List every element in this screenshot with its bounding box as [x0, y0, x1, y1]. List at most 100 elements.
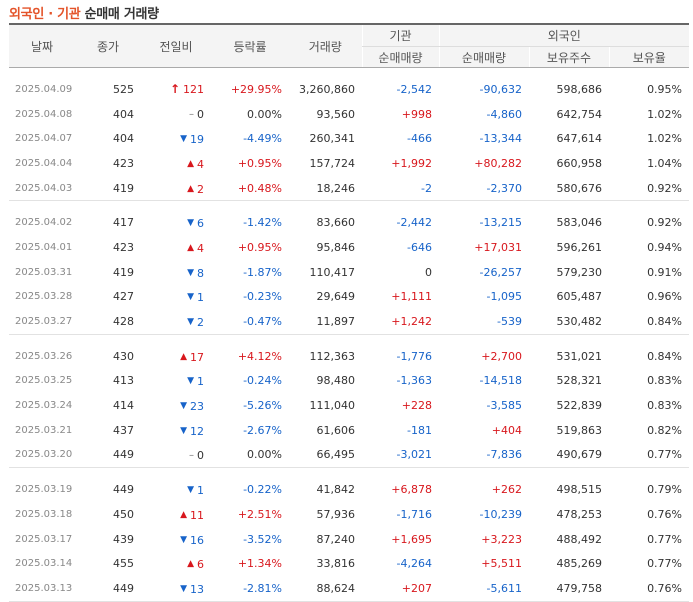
cell-volume: 66,495 — [289, 442, 362, 469]
cell-inst-net: -4,264 — [396, 557, 432, 571]
cell-date: 2025.03.26 — [15, 350, 73, 362]
cell-ratio: 0.76% — [609, 576, 690, 602]
cell-rate: -2.81% — [211, 576, 289, 602]
cell-foreign-net: -539 — [439, 309, 529, 335]
cell-holdings: 490,679 — [529, 442, 609, 469]
cell-change: ▼ 1 — [141, 477, 211, 502]
cell-foreign-net: +17,031 — [474, 240, 522, 254]
cell-date: 2025.04.07 — [15, 133, 73, 145]
cell-date: 2025.03.28 — [15, 291, 73, 303]
cell-close: 404 — [113, 107, 134, 121]
table-row: 2025.03.14 455 ▲ 6 +1.34% 33,816 -4,264 +5,511 4… — [9, 551, 689, 576]
cell-change: ▼ 12 — [141, 418, 211, 443]
cell-foreign-net: -90,632 — [479, 82, 522, 96]
cell-change: ↑ 121 — [141, 77, 211, 102]
cell-volume: 157,724 — [309, 156, 356, 170]
cell-holdings: 485,269 — [556, 557, 603, 571]
cell-ratio: 0.96% — [647, 290, 683, 304]
change-value: 4 — [197, 241, 204, 255]
limit-up-arrow-icon: ↑ — [169, 82, 180, 97]
cell-rate: +1.34% — [237, 557, 282, 571]
header-holdings: 보유주수 — [528, 46, 609, 68]
cell-inst-net: -2 — [362, 175, 439, 202]
cell-inst-net: +998 — [401, 107, 432, 121]
table-row: 2025.03.24 414 ▼ 23 -5.26% 111,040 +228 -3,585 5… — [9, 393, 689, 418]
cell-holdings: 479,758 — [529, 576, 609, 602]
cell-ratio: 1.02% — [647, 132, 683, 146]
change-value: 19 — [190, 133, 204, 147]
cell-volume: 98,480 — [316, 374, 356, 388]
cell-close: 404 — [113, 132, 134, 146]
cell-holdings: 530,482 — [529, 309, 609, 335]
cell-rate: +29.95% — [230, 82, 282, 96]
cell-ratio: 0.95% — [647, 82, 683, 96]
cell-rate: +4.12% — [237, 349, 282, 363]
cell-ratio: 0.79% — [647, 483, 683, 497]
change-value: 8 — [197, 266, 204, 280]
cell-inst-net: -181 — [407, 423, 432, 437]
cell-close: 419 — [75, 175, 141, 202]
cell-rate: 0.00% — [247, 107, 282, 121]
table-row: 2025.03.13 449 ▼ 13 -2.81% 88,624 +207 -5,611 47… — [9, 576, 690, 602]
cell-close: 427 — [113, 290, 134, 304]
cell-holdings: 642,754 — [556, 107, 603, 121]
cell-foreign-net: -14,518 — [479, 374, 522, 388]
cell-volume: 87,240 — [316, 532, 356, 546]
cell-foreign-net: +262 — [491, 483, 522, 497]
cell-change: –0 — [141, 102, 211, 127]
table-row: 2025.03.31 419 ▼ 8 -1.87% 110,417 0 -26,257 579,… — [9, 260, 689, 285]
cell-date: 2025.03.13 — [9, 576, 75, 602]
cell-ratio: 0.91% — [647, 265, 683, 279]
change-value: 16 — [190, 533, 204, 547]
header-close: 종가 — [75, 24, 141, 68]
table-row: 2025.03.28 427 ▼ 1 -0.23% 29,649 +1,111 -1,095 6… — [9, 285, 689, 310]
up-triangle-icon: ▲ — [187, 183, 194, 194]
cell-ratio: 0.84% — [647, 349, 683, 363]
down-triangle-icon: ▼ — [187, 376, 194, 387]
cell-date: 2025.03.31 — [15, 266, 73, 278]
cell-date: 2025.03.19 — [15, 484, 73, 496]
down-triangle-icon: ▼ — [180, 425, 187, 436]
cell-change: ▲ 2 — [141, 175, 211, 202]
cell-ratio: 0.76% — [647, 507, 683, 521]
down-triangle-icon: ▼ — [187, 317, 194, 328]
cell-rate: -3.52% — [243, 532, 282, 546]
cell-close: 439 — [113, 532, 134, 546]
down-triangle-icon: ▼ — [180, 534, 187, 545]
header-institution: 기관 — [361, 24, 439, 47]
change-value: 1 — [197, 291, 204, 305]
cell-holdings: 531,021 — [556, 349, 603, 363]
header-foreign: 외국인 — [438, 24, 690, 47]
cell-date: 2025.04.03 — [9, 175, 75, 202]
cell-date: 2025.03.17 — [15, 533, 73, 545]
table-row: 2025.03.21 437 ▼ 12 -2.67% 61,606 -181 +404 519,… — [9, 418, 689, 443]
cell-change: ▼ 19 — [141, 126, 211, 151]
cell-date: 2025.04.02 — [15, 217, 73, 229]
cell-date: 2025.03.24 — [15, 400, 73, 412]
change-value: 2 — [197, 316, 204, 330]
cell-holdings: 583,046 — [556, 216, 603, 230]
cell-date: 2025.03.27 — [9, 309, 75, 335]
table-row: 2025.03.18 450 ▲ 11 +2.51% 57,936 -1,716 -10,23… — [9, 502, 689, 527]
cell-change: ▼ 13 — [141, 576, 211, 602]
cell-close: 423 — [113, 156, 134, 170]
cell-foreign-net: +5,511 — [481, 557, 522, 571]
cell-date: 2025.04.09 — [15, 83, 73, 95]
table-row: 2025.03.25 413 ▼ 1 -0.24% 98,480 -1,363 -14,518… — [9, 369, 689, 394]
cell-inst-net: -2,542 — [396, 82, 432, 96]
cell-foreign-net: -4,860 — [486, 107, 522, 121]
cell-volume: 88,624 — [289, 576, 362, 602]
change-value: 6 — [197, 558, 204, 572]
cell-change: ▲ 17 — [141, 344, 211, 369]
cell-close: 449 — [75, 442, 141, 469]
up-triangle-icon: ▲ — [180, 509, 187, 520]
cell-ratio: 0.77% — [647, 557, 683, 571]
cell-inst-net: +207 — [362, 576, 439, 602]
cell-close: 428 — [75, 309, 141, 335]
cell-change: –0 — [141, 442, 211, 469]
cell-holdings: 598,686 — [556, 82, 603, 96]
cell-foreign-net: +80,282 — [474, 156, 522, 170]
dash-icon: – — [189, 449, 194, 461]
cell-rate: -0.24% — [243, 374, 282, 388]
cell-rate: -2.67% — [243, 423, 282, 437]
